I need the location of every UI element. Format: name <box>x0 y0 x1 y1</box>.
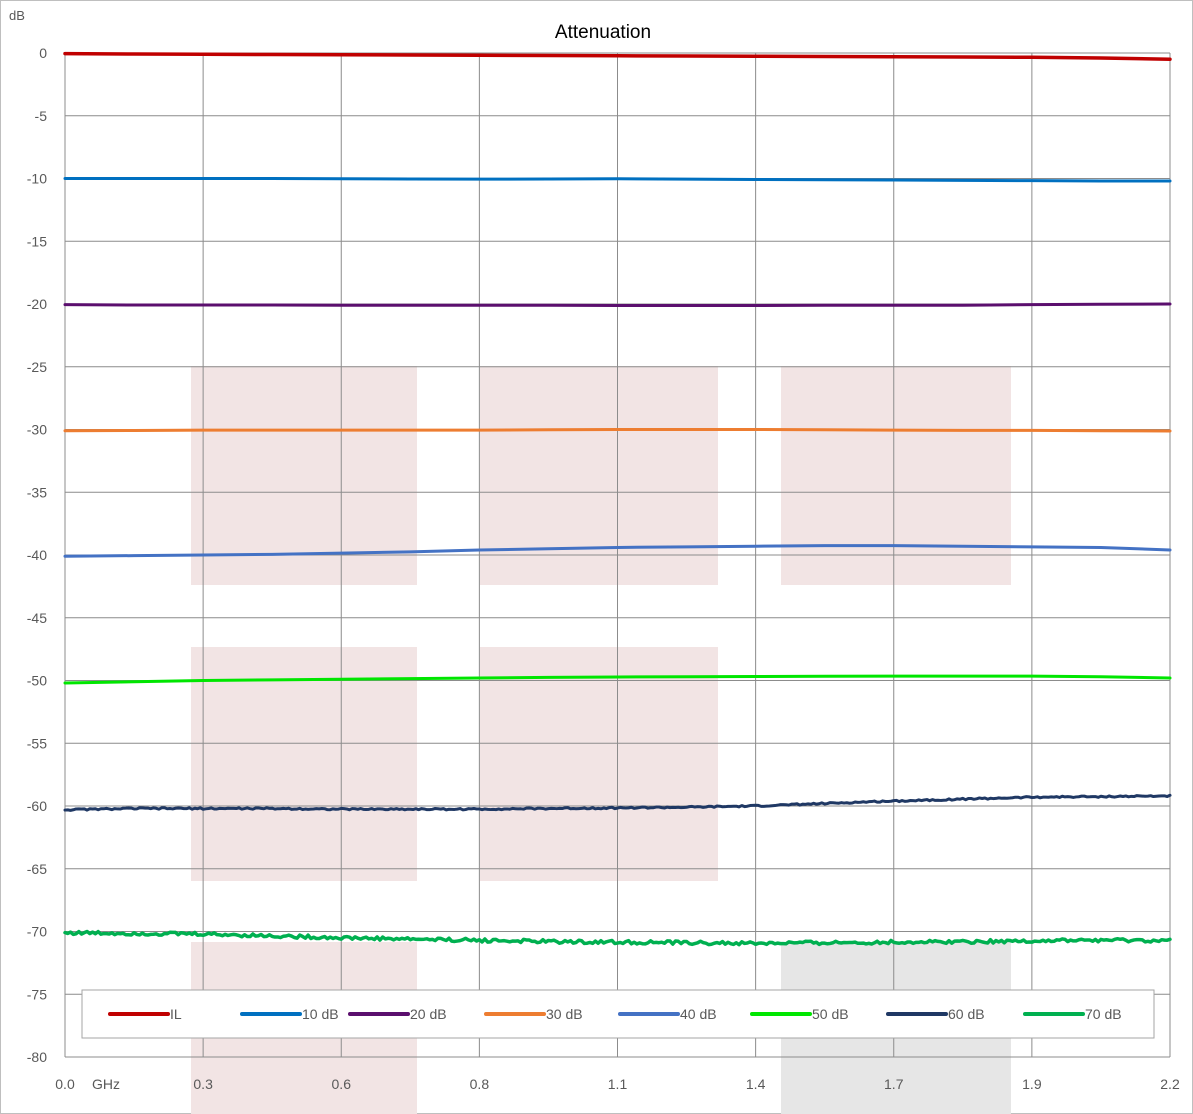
y-tick-label: -75 <box>27 986 47 1002</box>
y-tick-label: -5 <box>35 108 48 124</box>
y-tick-label: -15 <box>27 233 47 249</box>
legend-label: 30 dB <box>546 1006 583 1022</box>
series-line-70-db <box>63 929 1172 947</box>
x-tick-label: 0.8 <box>470 1076 490 1092</box>
series-line-40-db <box>63 544 1172 558</box>
y-tick-label: -30 <box>27 422 47 438</box>
legend-label: 70 dB <box>1085 1006 1122 1022</box>
y-axis-unit-label: dB <box>9 8 25 23</box>
y-tick-label: -40 <box>27 547 47 563</box>
x-tick-label: 1.7 <box>884 1076 904 1092</box>
y-tick-label: -10 <box>27 171 47 187</box>
background-shade <box>781 366 1011 585</box>
x-tick-label: 0.6 <box>332 1076 352 1092</box>
y-tick-label: -50 <box>27 673 47 689</box>
series-line-30-db <box>63 428 1172 433</box>
legend-label: 50 dB <box>812 1006 849 1022</box>
legend-label: 10 dB <box>302 1006 339 1022</box>
x-tick-label: 1.4 <box>746 1076 766 1092</box>
legend-label: IL <box>170 1006 182 1022</box>
y-tick-label: -70 <box>27 924 47 940</box>
y-tick-label: -65 <box>27 861 47 877</box>
x-tick-label: 0.0 <box>55 1076 75 1092</box>
x-tick-label: 1.9 <box>1022 1076 1042 1092</box>
x-tick-label: 2.2 <box>1160 1076 1180 1092</box>
x-tick-label: 1.1 <box>608 1076 628 1092</box>
background-shade <box>191 647 417 881</box>
series-line-il <box>63 51 1172 62</box>
legend-label: 40 dB <box>680 1006 717 1022</box>
y-tick-label: -55 <box>27 735 47 751</box>
background-shade <box>480 366 718 585</box>
x-axis-unit-label: GHz <box>92 1076 120 1092</box>
y-tick-label: -25 <box>27 359 47 375</box>
series-line-60-db <box>63 793 1172 812</box>
series-line-10-db <box>63 177 1172 183</box>
x-tick-label: 0.3 <box>193 1076 213 1092</box>
y-tick-label: 0 <box>39 45 47 61</box>
background-shade <box>480 647 718 881</box>
y-tick-label: -20 <box>27 296 47 312</box>
y-tick-label: -80 <box>27 1049 47 1065</box>
legend-label: 20 dB <box>410 1006 447 1022</box>
background-shade <box>191 366 417 585</box>
legend-label: 60 dB <box>948 1006 985 1022</box>
y-tick-label: -60 <box>27 798 47 814</box>
series-line-50-db <box>63 674 1172 685</box>
series-line-20-db <box>63 302 1172 308</box>
y-tick-label: -35 <box>27 484 47 500</box>
y-tick-label: -45 <box>27 610 47 626</box>
chart-title: Attenuation <box>555 22 651 43</box>
